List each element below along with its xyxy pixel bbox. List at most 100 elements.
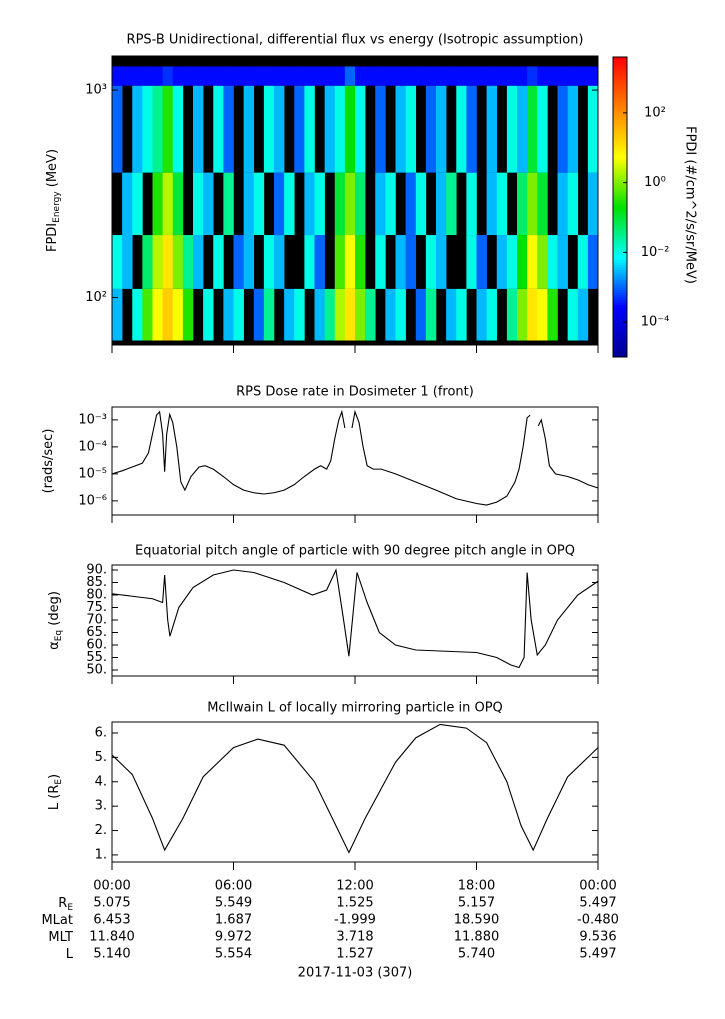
heatmap-cell xyxy=(405,172,417,236)
heatmap-cell xyxy=(405,85,417,173)
colorbar-frame xyxy=(612,56,628,358)
heatmap-cell xyxy=(436,235,447,289)
heatmap-cell xyxy=(577,288,589,341)
colorbar-step xyxy=(613,154,627,158)
heatmap-cell xyxy=(203,288,214,341)
heatmap-cell xyxy=(486,172,498,236)
heatmap-cell xyxy=(334,66,346,86)
heatmap-cell xyxy=(486,288,498,341)
heatmap-cell xyxy=(243,172,255,236)
colorbar-step xyxy=(613,174,627,178)
heatmap-cell xyxy=(324,66,336,86)
heatmap-cell xyxy=(375,172,386,236)
heatmap-cell xyxy=(506,85,518,173)
y-tick-label: 75. xyxy=(86,600,107,615)
heatmap-cell xyxy=(263,235,275,289)
y-axis-label-part: ) xyxy=(47,774,62,779)
heatmap-cell xyxy=(537,85,548,173)
y-axis-label: FPDIEnergy (MeV) xyxy=(45,149,62,252)
heatmap-cell xyxy=(446,66,457,86)
colorbar-step xyxy=(613,149,627,153)
colorbar-tick-label: 10⁰ xyxy=(644,175,666,190)
heatmap-cell xyxy=(334,85,346,173)
colorbar-step xyxy=(613,144,627,148)
colorbar-step xyxy=(613,302,627,305)
y-tick-label: 1. xyxy=(95,847,107,862)
heatmap-cell xyxy=(243,235,255,289)
ephemeris-label-part: MLT xyxy=(48,930,73,945)
colorbar-tick-label: 10⁻² xyxy=(641,245,670,260)
heatmap-cell xyxy=(527,85,538,173)
colorbar-step xyxy=(613,87,627,90)
heatmap-cell xyxy=(334,172,346,236)
heatmap-cell xyxy=(142,235,153,289)
colorbar-step xyxy=(613,92,627,95)
heatmap-cell xyxy=(355,235,366,289)
data-line xyxy=(111,723,599,854)
ephemeris-value: 5.157 xyxy=(458,896,495,911)
heatmap-cell xyxy=(162,66,174,86)
heatmap-cell xyxy=(294,66,305,86)
heatmap-cell xyxy=(263,288,275,341)
heatmap-cell xyxy=(223,85,234,173)
colorbar-step xyxy=(613,282,627,285)
heatmap-cell xyxy=(112,85,123,173)
y-tick-label: 10³ xyxy=(85,83,107,98)
heatmap-cell xyxy=(537,235,548,289)
heatmap-cell xyxy=(517,172,528,236)
heatmap-cell xyxy=(496,172,508,236)
colorbar-step xyxy=(613,72,627,75)
heatmap-cell xyxy=(375,85,386,173)
heatmap-cell xyxy=(152,235,163,289)
heatmap-cell xyxy=(355,85,366,173)
colorbar-step xyxy=(613,294,627,298)
colorbar-step xyxy=(613,169,627,173)
heatmap-cell xyxy=(314,288,325,341)
heatmap-cell xyxy=(294,288,305,341)
colorbar-step xyxy=(613,244,627,248)
heatmap-cell xyxy=(456,288,467,341)
y-tick-label: 65. xyxy=(86,625,107,640)
y-axis-label-part: Energy xyxy=(52,191,62,223)
heatmap-cell xyxy=(142,85,153,173)
y-tick-label: 10⁻⁵ xyxy=(78,466,107,481)
heatmap-cell xyxy=(365,288,376,341)
colorbar-step xyxy=(613,167,627,170)
heatmap-cell xyxy=(132,66,143,86)
heatmap-cell xyxy=(355,172,366,236)
heatmap-cell xyxy=(476,235,487,289)
colorbar-step xyxy=(613,234,627,238)
colorbar-step xyxy=(613,212,627,215)
colorbar-step xyxy=(613,237,627,240)
heatmap-cell xyxy=(425,235,437,289)
heatmap-cell xyxy=(304,235,315,289)
y-axis-label-part: E xyxy=(54,779,64,785)
heatmap-cell xyxy=(395,288,406,341)
heatmap-cell xyxy=(547,66,558,86)
heatmap-cell xyxy=(517,235,528,289)
colorbar-step xyxy=(613,187,627,190)
x-tick-label: 12:00 xyxy=(336,879,373,894)
colorbar-step xyxy=(613,204,627,208)
y-axis-label-part: (rads/sec) xyxy=(41,429,56,494)
heatmap-cell xyxy=(203,66,214,86)
heatmap-cell xyxy=(344,235,356,289)
y-tick-label: 4. xyxy=(95,774,107,789)
heatmap-cell xyxy=(132,85,143,173)
colorbar-tick-label: 10² xyxy=(644,105,666,120)
y-tick-label: 10⁻⁶ xyxy=(78,493,107,508)
ephemeris-label: MLat xyxy=(41,913,73,928)
heatmap-cell xyxy=(263,66,275,86)
heatmap-cell xyxy=(213,66,224,86)
x-tick-label: 18:00 xyxy=(458,879,495,894)
heatmap-cell xyxy=(112,235,123,289)
colorbar-step xyxy=(613,297,627,300)
heatmap-cell xyxy=(375,235,386,289)
colorbar-step xyxy=(613,239,627,243)
heatmap-cell xyxy=(193,85,204,173)
colorbar-step xyxy=(613,162,627,165)
colorbar-step xyxy=(613,202,627,205)
y-axis-label: αEq (deg) xyxy=(47,591,64,650)
heatmap-cell xyxy=(324,85,336,173)
colorbar-step xyxy=(613,227,627,230)
